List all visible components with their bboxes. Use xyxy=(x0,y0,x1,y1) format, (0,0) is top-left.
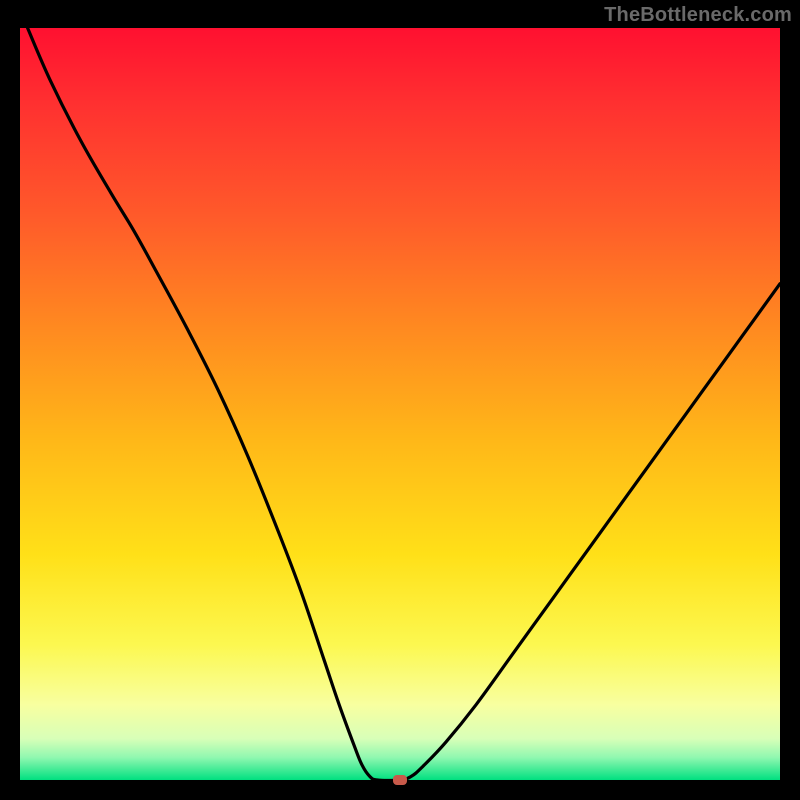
min-marker xyxy=(393,775,407,785)
watermark-text: TheBottleneck.com xyxy=(604,4,792,27)
plot-background xyxy=(20,28,780,780)
bottleneck-chart xyxy=(0,0,800,800)
